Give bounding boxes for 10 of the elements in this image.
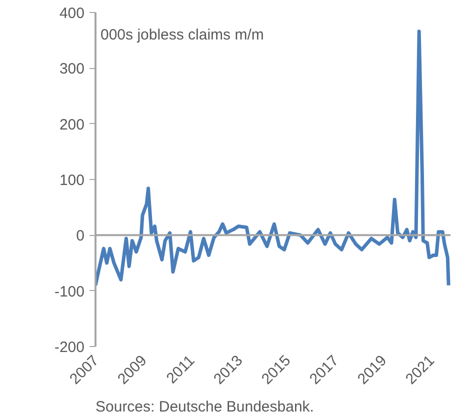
y-tick-label: 0 (76, 228, 84, 245)
annotation: 000s jobless claims m/m (100, 26, 264, 44)
source-note: Sources: Deutsche Bundesbank. (96, 398, 314, 416)
y-tick-label: 400 (59, 5, 85, 22)
line-series (96, 30, 450, 288)
y-tick-label: 300 (59, 60, 85, 78)
y-tick-label: -100 (54, 283, 85, 300)
y-tick-label: 200 (59, 116, 85, 134)
y-tick-label: 100 (59, 172, 85, 189)
y-tick-label: -200 (54, 339, 85, 356)
